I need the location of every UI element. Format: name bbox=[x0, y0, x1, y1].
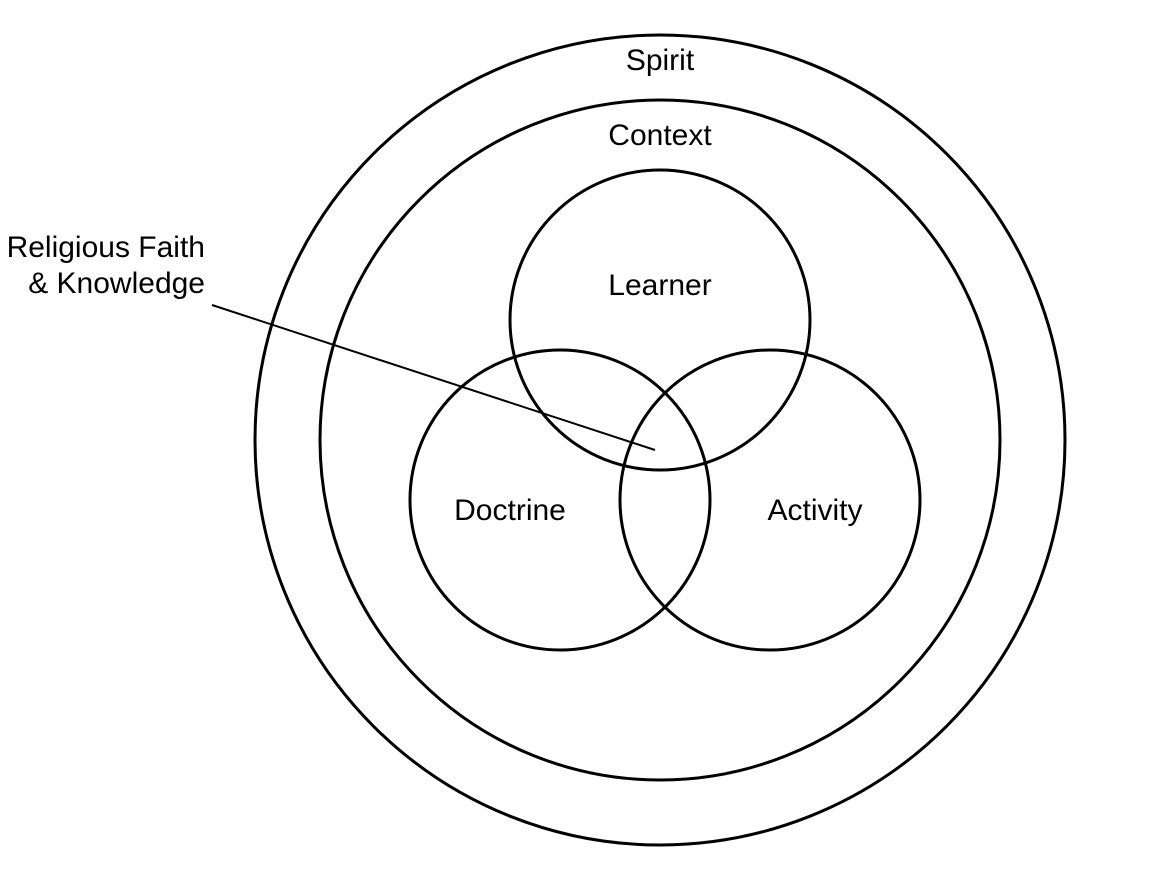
diagram-background bbox=[0, 0, 1149, 874]
venn-label-activity: Activity bbox=[767, 494, 862, 527]
ring-label-spirit: Spirit bbox=[626, 44, 695, 77]
venn-diagram: Spirit Context Learner Doctrine Activity Reli… bbox=[0, 0, 1149, 874]
venn-label-learner: Learner bbox=[608, 269, 711, 302]
ring-label-context: Context bbox=[608, 119, 712, 152]
callout-label-line1: Religious Faith bbox=[7, 231, 205, 264]
callout-label-line2: & Knowledge bbox=[28, 267, 205, 300]
venn-label-doctrine: Doctrine bbox=[454, 494, 566, 527]
